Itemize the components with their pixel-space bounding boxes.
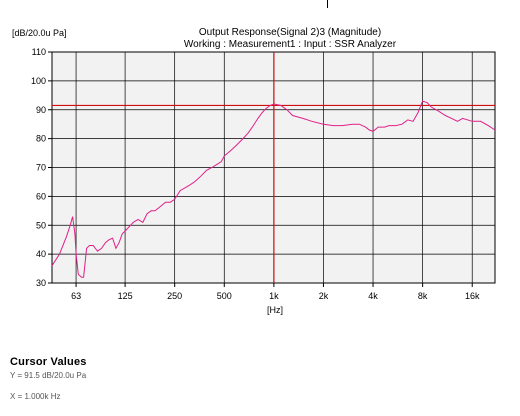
x-tick-label: 1k	[269, 291, 279, 301]
x-tick-label: 4k	[368, 291, 378, 301]
x-tick-label: 16k	[465, 291, 480, 301]
x-axis-ticks: 63 125 250 500 1k 2k 4k 8k 16k	[71, 283, 480, 301]
x-tick-label: 63	[71, 291, 81, 301]
y-axis-unit-label: [dB/20.0u Pa]	[12, 28, 67, 38]
y-tick-label: 90	[36, 105, 46, 115]
y-tick-label: 40	[36, 249, 46, 259]
top-edge-tick	[327, 0, 328, 8]
y-tick-label: 110	[32, 47, 46, 57]
y-tick-label: 70	[36, 163, 46, 173]
cursor-values-heading: Cursor Values	[10, 356, 87, 368]
x-tick-label: 8k	[418, 291, 428, 301]
y-tick-label: 50	[36, 220, 46, 230]
y-tick-label: 80	[36, 134, 46, 144]
y-axis-ticks: 30 40 50 60 70 80 90 100 110	[31, 47, 52, 288]
y-tick-label: 100	[31, 76, 46, 86]
x-axis-unit-label: [Hz]	[266, 305, 283, 315]
x-tick-label: 125	[118, 291, 133, 301]
chart-title: Output Response(Signal 2)3 (Magnitude)	[198, 27, 382, 38]
y-tick-label: 30	[36, 278, 46, 288]
x-tick-label: 500	[217, 291, 232, 301]
x-tick-label: 2k	[319, 291, 329, 301]
chart-subtitle: Working : Measurement1 : Input : SSR Ana…	[183, 39, 397, 50]
cursor-x-value: X = 1.000k Hz	[10, 392, 61, 401]
magnitude-series-line	[51, 100, 496, 278]
x-tick-label: 250	[167, 291, 182, 301]
y-tick-label: 60	[36, 191, 46, 201]
cursor-y-value: Y = 91.5 dB/20.0u Pa	[10, 371, 87, 380]
